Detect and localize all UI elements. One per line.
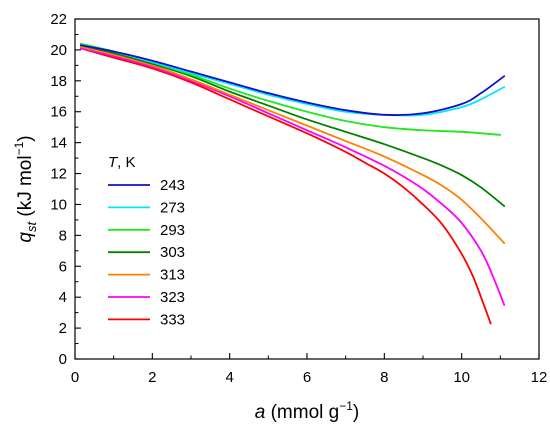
legend-title: T, K	[108, 154, 136, 171]
legend-label-243: 243	[160, 177, 185, 194]
y-axis-label-main: q	[15, 232, 36, 243]
tick-marks	[74, 18, 540, 360]
y-axis-label-unit-close: )	[15, 135, 36, 141]
y-axis-label-unit: (kJ mol	[15, 155, 36, 222]
series-line-313	[79, 45, 506, 244]
legend-title-variable: T	[108, 154, 119, 171]
tick-labels: 0 2 4 6 8 10 12 0 2 4 6 8 10 12 14 16 18 20 22	[50, 11, 547, 386]
y-tick-label: 8	[59, 227, 67, 244]
legend-entries: 243 273 293 303 313 323 333	[108, 177, 185, 328]
legend-label-293: 293	[160, 222, 185, 239]
x-tick-label: 0	[71, 369, 79, 386]
x-axis-label-unit-close: )	[353, 402, 359, 423]
y-axis-label-unit-exponent: −1	[12, 141, 26, 155]
series-line-333	[79, 47, 492, 325]
y-tick-label: 22	[50, 11, 67, 28]
series-line-293	[79, 42, 502, 136]
legend-label-273: 273	[160, 199, 185, 216]
series-lines	[79, 42, 506, 325]
x-tick-label: 8	[380, 369, 388, 386]
legend: T, K 243 273 293 303 313 323 333	[108, 154, 185, 328]
legend-label-313: 313	[160, 267, 185, 284]
series-line-303	[79, 44, 506, 207]
y-tick-label: 18	[50, 73, 67, 90]
y-tick-label: 6	[59, 258, 67, 275]
x-tick-label: 4	[225, 369, 233, 386]
legend-label-303: 303	[160, 244, 185, 261]
plot-frame	[74, 18, 540, 360]
x-tick-label: 10	[453, 369, 470, 386]
legend-title-unit: , K	[117, 154, 135, 171]
y-tick-label: 12	[50, 166, 67, 183]
y-tick-label: 16	[50, 104, 67, 121]
y-tick-label: 2	[59, 320, 67, 337]
y-tick-label: 0	[59, 351, 67, 368]
y-tick-label: 4	[59, 289, 67, 306]
series-line-323	[79, 47, 506, 306]
legend-label-333: 333	[160, 311, 185, 328]
y-axis-label: qst (kJ mol−1)	[12, 135, 39, 242]
x-tick-label: 12	[531, 369, 548, 386]
series-line-273	[79, 44, 506, 117]
x-axis-label: a (mmol g−1)	[255, 399, 360, 423]
y-tick-label: 20	[50, 42, 67, 59]
x-axis-label-main: a	[255, 402, 266, 423]
x-tick-label: 6	[303, 369, 311, 386]
legend-label-323: 323	[160, 289, 185, 306]
x-axis-label-unit: (mmol g	[265, 402, 339, 423]
y-tick-label: 14	[50, 135, 67, 152]
x-axis-label-unit-exponent: −1	[339, 399, 353, 413]
x-tick-label: 2	[148, 369, 156, 386]
y-tick-label: 10	[50, 196, 67, 213]
y-axis-label-subscript: st	[24, 221, 39, 233]
series-line-243	[79, 44, 506, 116]
